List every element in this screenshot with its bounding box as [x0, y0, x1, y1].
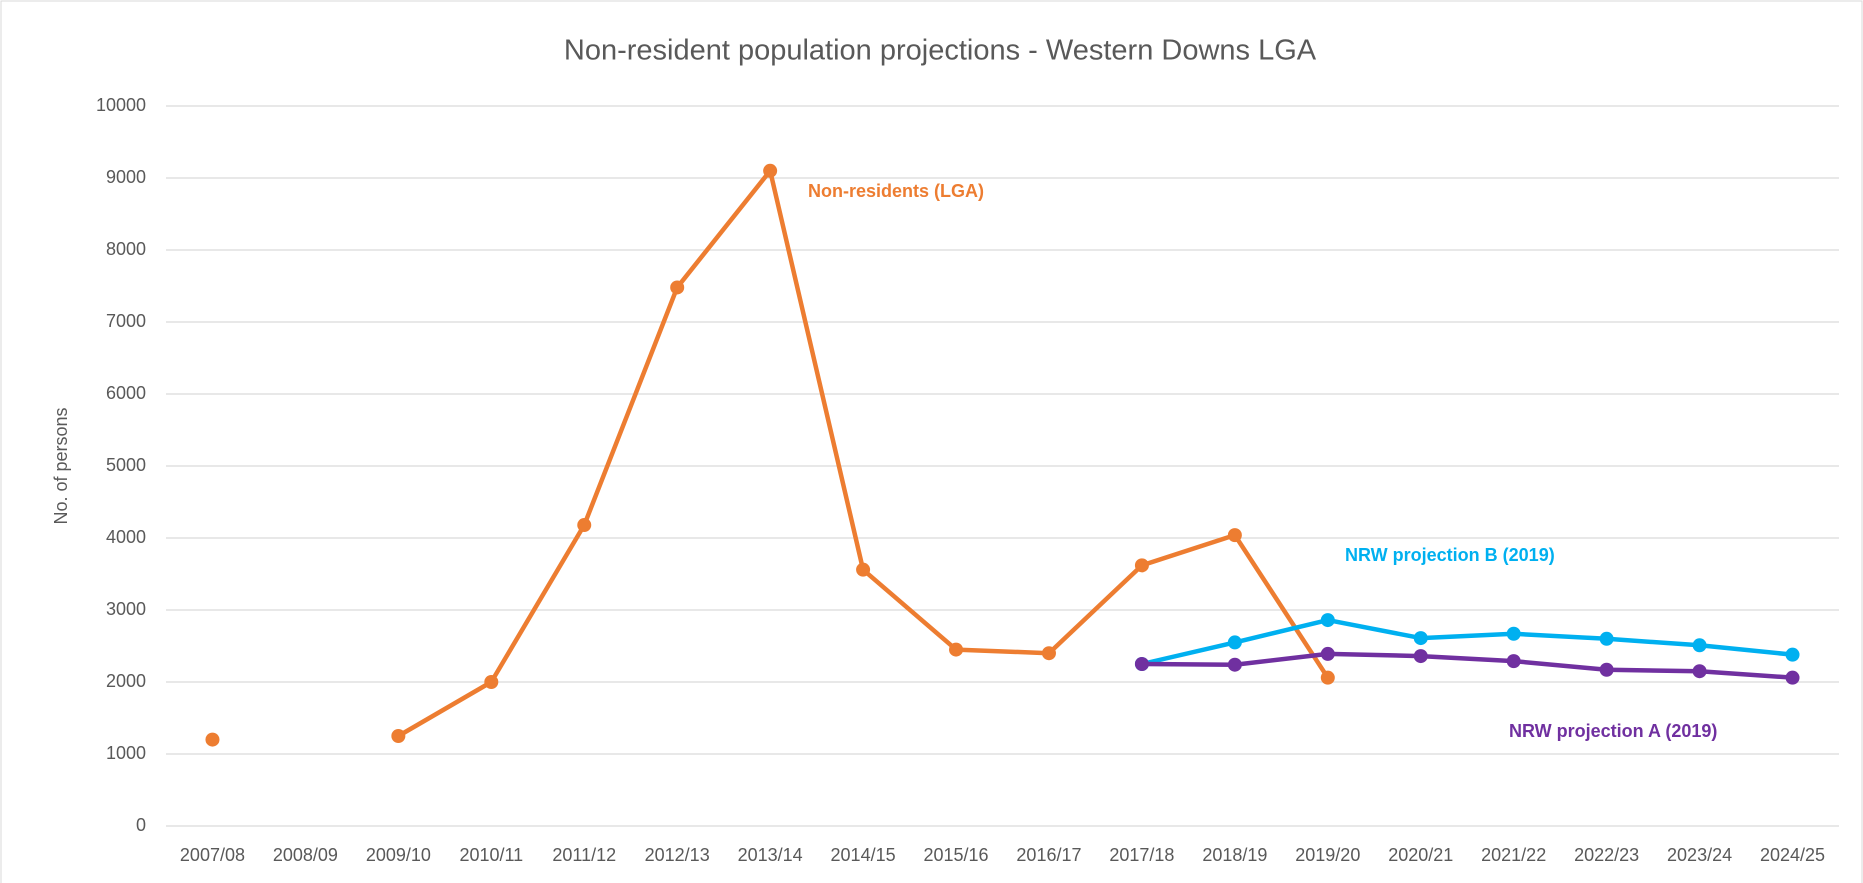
- data-point: [1413, 649, 1428, 664]
- data-point: [1692, 664, 1707, 679]
- x-tick-label: 2007/08: [180, 845, 245, 865]
- x-tick-label: 2021/22: [1481, 845, 1546, 865]
- x-tick-label: 2019/20: [1295, 845, 1360, 865]
- x-tick-label: 2024/25: [1760, 845, 1825, 865]
- data-point: [391, 729, 406, 743]
- data-point: [1227, 635, 1242, 650]
- chart-title: Non-resident population projections - We…: [564, 35, 1317, 67]
- x-tick-label: 2015/16: [923, 845, 988, 865]
- data-point: [1227, 528, 1242, 543]
- y-tick-label: 9000: [106, 167, 146, 187]
- data-point: [1785, 670, 1800, 685]
- data-point: [1506, 654, 1521, 669]
- data-point: [1785, 647, 1800, 662]
- y-tick-label: 0: [136, 815, 146, 835]
- data-point: [1599, 631, 1614, 646]
- y-tick-label: 10000: [96, 95, 146, 115]
- x-tick-label: 2012/13: [645, 845, 710, 865]
- data-point: [949, 642, 964, 657]
- x-tick-label: 2014/15: [831, 845, 896, 865]
- y-tick-label: 6000: [106, 383, 146, 403]
- y-tick-label: 5000: [106, 455, 146, 475]
- series-label: NRW projection B (2019): [1345, 545, 1555, 565]
- data-point: [763, 163, 778, 178]
- x-tick-label: 2022/23: [1574, 845, 1639, 865]
- data-point: [1320, 613, 1335, 628]
- y-tick-label: 3000: [106, 599, 146, 619]
- y-tick-label: 8000: [106, 239, 146, 259]
- x-tick-label: 2016/17: [1016, 845, 1081, 865]
- y-tick-label: 2000: [106, 671, 146, 691]
- series-label: NRW projection A (2019): [1509, 721, 1717, 741]
- data-point: [1041, 646, 1056, 661]
- data-point: [1320, 670, 1335, 685]
- data-point: [856, 562, 871, 577]
- data-point: [577, 518, 592, 533]
- x-tick-label: 2013/14: [738, 845, 803, 865]
- x-tick-label: 2008/09: [273, 845, 338, 865]
- series-label: Non-residents (LGA): [808, 181, 984, 201]
- x-tick-label: 2023/24: [1667, 845, 1732, 865]
- y-axis-label: No. of persons: [51, 407, 71, 524]
- x-tick-label: 2020/21: [1388, 845, 1453, 865]
- data-point: [1227, 657, 1242, 672]
- data-point: [484, 675, 499, 689]
- data-point: [1692, 638, 1707, 653]
- x-tick-label: 2011/12: [552, 845, 616, 865]
- data-point: [1599, 662, 1614, 677]
- series-line: [1141, 651, 1793, 680]
- x-tick-label: 2010/11: [459, 845, 523, 865]
- series-line: [1141, 617, 1793, 667]
- data-point: [205, 732, 220, 747]
- x-tick-label: 2009/10: [366, 845, 431, 865]
- y-tick-label: 7000: [106, 311, 146, 331]
- y-tick-label: 4000: [106, 527, 146, 547]
- data-point: [1506, 626, 1521, 641]
- data-point: [670, 280, 685, 295]
- data-point: [1134, 558, 1149, 573]
- data-point: [1413, 631, 1428, 646]
- x-tick-label: 2017/18: [1109, 845, 1174, 865]
- data-point: [1134, 657, 1149, 671]
- x-tick-label: 2018/19: [1202, 845, 1267, 865]
- y-tick-label: 1000: [106, 743, 146, 763]
- data-point: [1320, 646, 1335, 661]
